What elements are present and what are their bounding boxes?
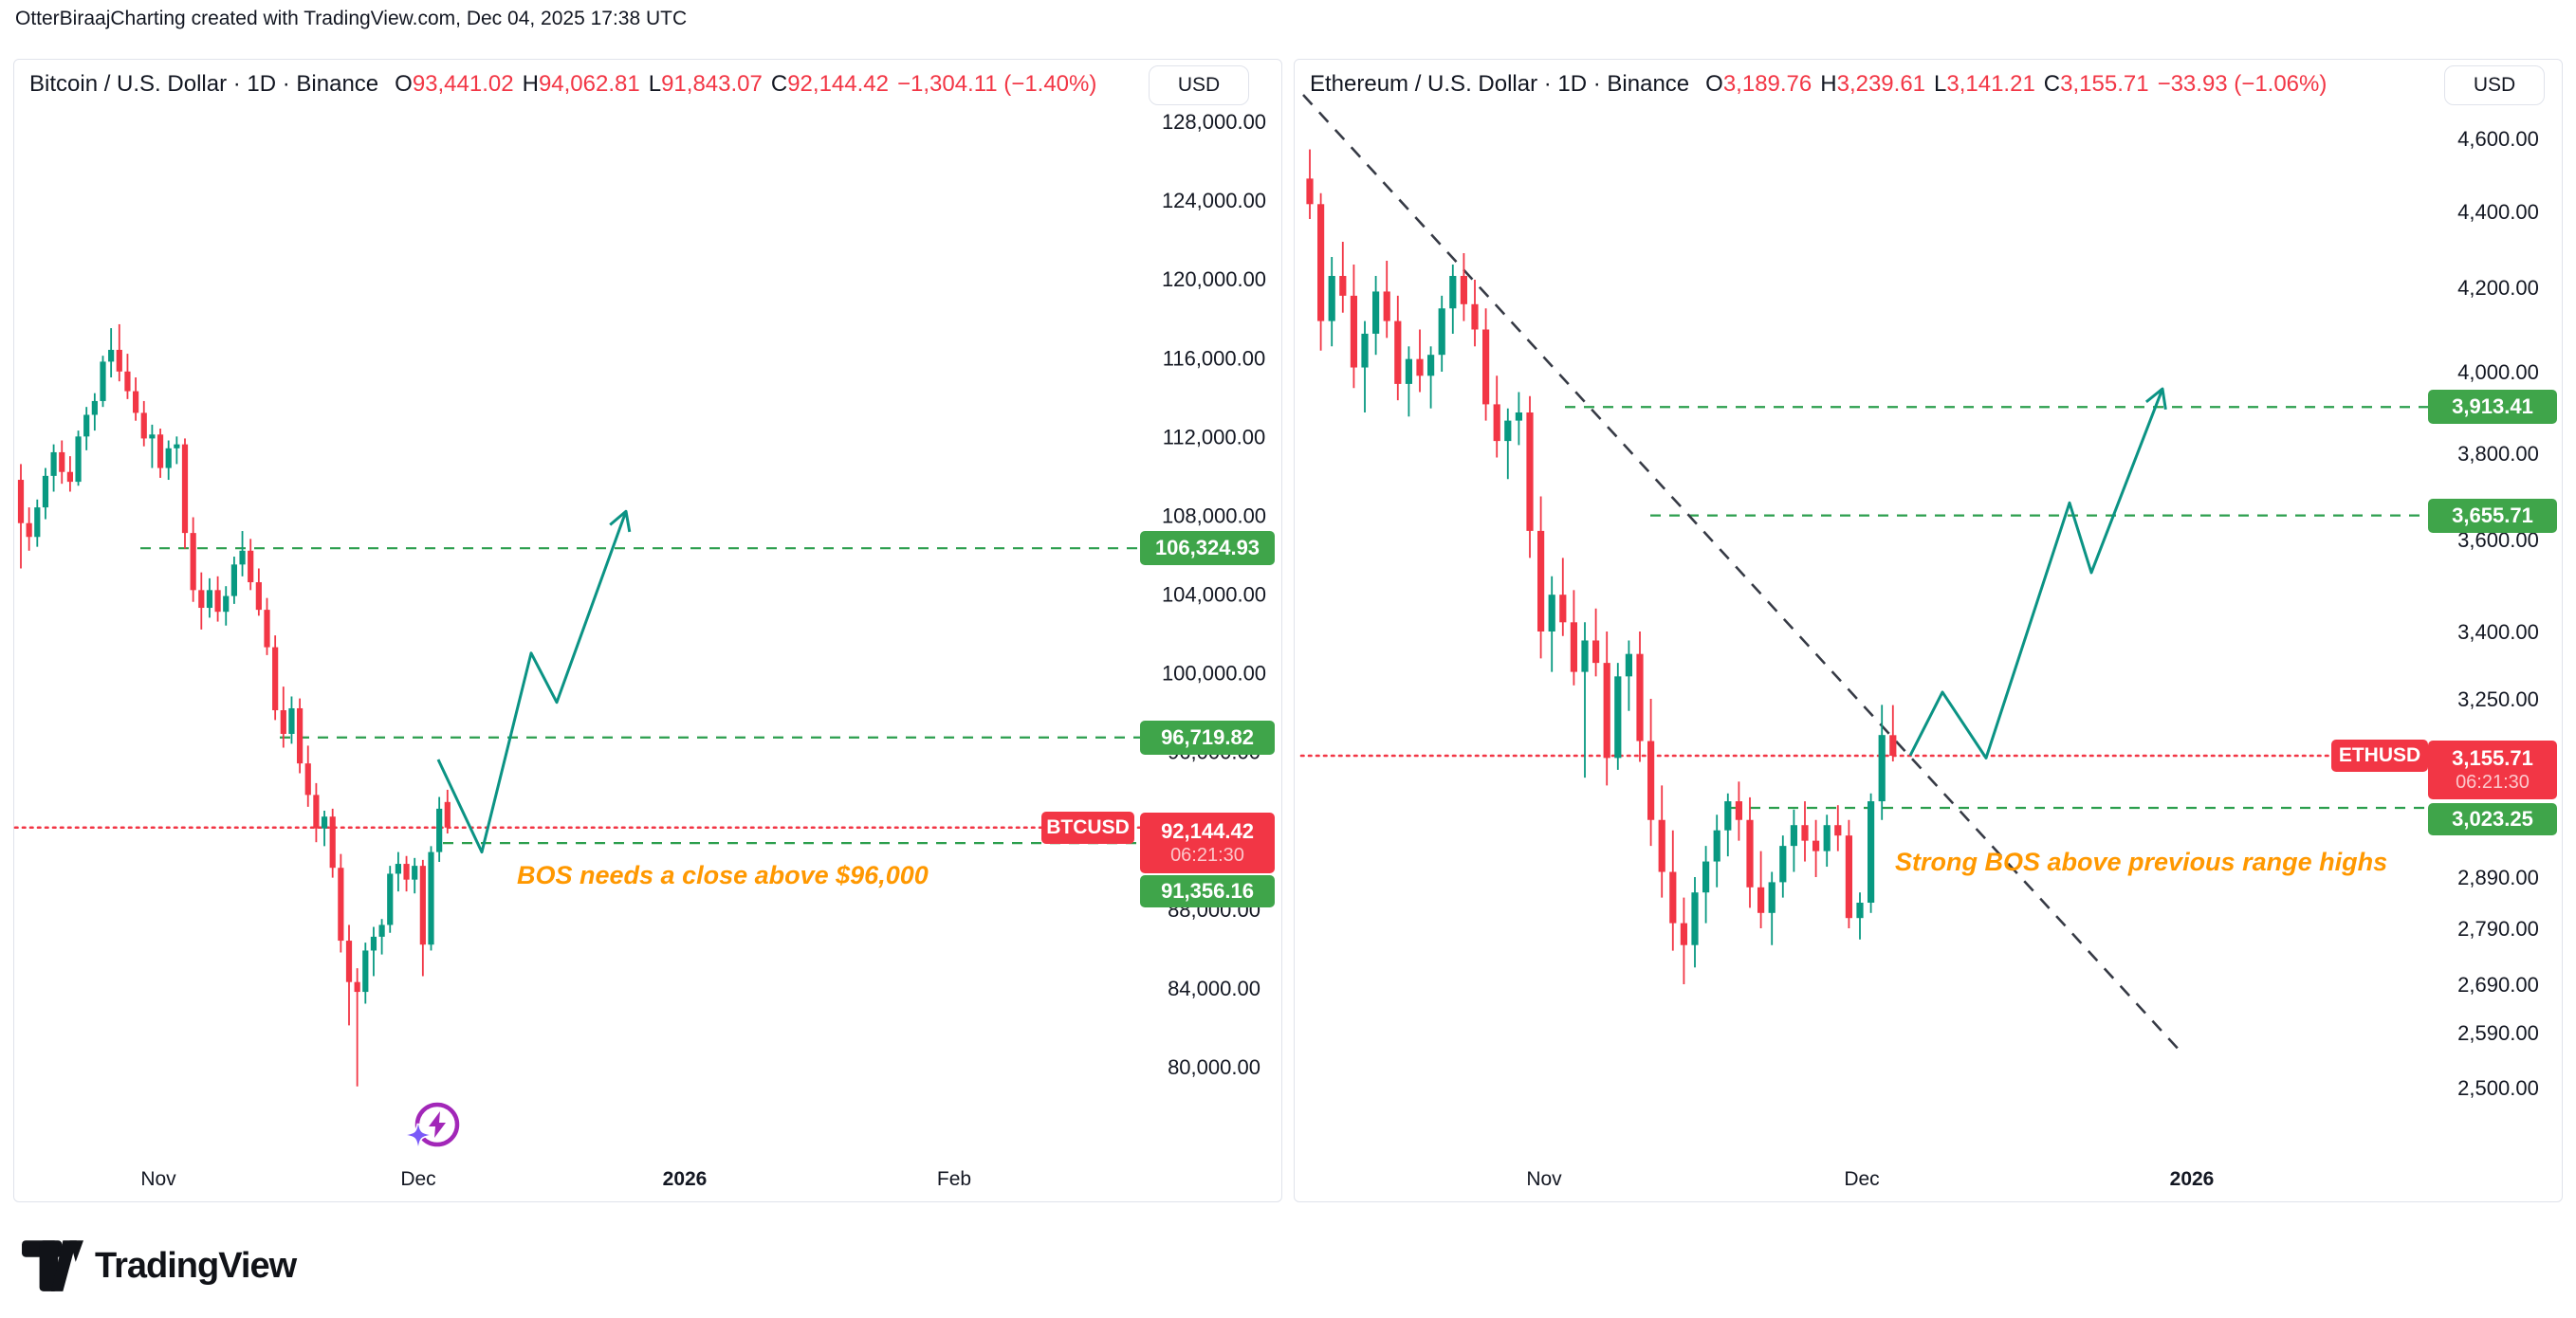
- btc-level-badge-106324: 106,324.93: [1140, 531, 1275, 565]
- btc-annotation-text: BOS needs a close above $96,000: [517, 861, 929, 889]
- btc-change: −1,304.11 (−1.40%): [896, 71, 1097, 97]
- eth-close: C3,155.71: [2043, 71, 2149, 97]
- eth-title-row: Ethereum / U.S. Dollar · 1D · Binance O3…: [1310, 71, 2327, 98]
- btc-level-badge-96719: 96,719.82: [1140, 721, 1275, 755]
- eth-level-badge-3913: 3,913.41: [2428, 390, 2557, 424]
- tradingview-logo-icon[interactable]: [21, 1238, 83, 1293]
- btc-close: C92,144.42: [770, 71, 889, 97]
- btc-last-price: 92,144.42: [1161, 818, 1254, 843]
- btc-open: O93,441.02: [395, 71, 514, 97]
- eth-high: H3,239.61: [1820, 71, 1926, 97]
- tradingview-wordmark: TradingView: [95, 1245, 297, 1286]
- btc-chart-panel: Bitcoin / U.S. Dollar · 1D · Binance O93…: [13, 59, 1282, 1202]
- btc-level-badge-91356: 91,356.16: [1140, 875, 1275, 907]
- tradingview-branding[interactable]: TradingView: [21, 1238, 297, 1293]
- eth-currency-button[interactable]: USD: [2444, 65, 2545, 105]
- eth-countdown: 06:21:30: [2456, 772, 2530, 794]
- eth-symbol-badge: ETHUSD: [2331, 740, 2428, 772]
- eth-level-badge-3023: 3,023.25: [2428, 803, 2557, 835]
- btc-chart-area[interactable]: [15, 109, 1138, 1152]
- btc-title-row: Bitcoin / U.S. Dollar · 1D · Binance O93…: [29, 71, 1096, 98]
- btc-countdown: 06:21:30: [1170, 845, 1244, 867]
- btc-symbol-title: Bitcoin / U.S. Dollar · 1D · Binance: [29, 71, 379, 97]
- btc-last-price-badge: 92,144.42 06:21:30: [1140, 813, 1275, 873]
- eth-chart-area[interactable]: [1301, 109, 2424, 1152]
- btc-low: L91,843.07: [648, 71, 763, 97]
- eth-annotation-text: Strong BOS above previous range highs: [1895, 848, 2388, 876]
- eth-level-badge-3655: 3,655.71: [2428, 499, 2557, 533]
- btc-symbol-badge: BTCUSD: [1041, 812, 1134, 844]
- eth-symbol-title: Ethereum / U.S. Dollar · 1D · Binance: [1310, 71, 1690, 97]
- eth-change: −33.93 (−1.06%): [2157, 71, 2328, 97]
- eth-open: O3,189.76: [1705, 71, 1812, 97]
- btc-high: H94,062.81: [522, 71, 640, 97]
- attribution-text: OtterBiraajCharting created with Trading…: [15, 8, 688, 29]
- btc-currency-button[interactable]: USD: [1149, 65, 1249, 105]
- eth-low: L3,141.21: [1934, 71, 2035, 97]
- eth-last-price: 3,155.71: [2452, 745, 2533, 770]
- eth-last-price-badge: 3,155.71 06:21:30: [2428, 741, 2557, 799]
